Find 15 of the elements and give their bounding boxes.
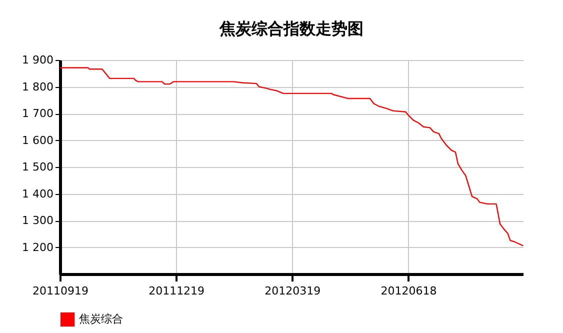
chart-title: 焦炭综合指数走势图 <box>218 19 364 38</box>
y-tick-label: 1 700 <box>22 107 54 120</box>
y-tick-label: 1 800 <box>22 80 54 94</box>
legend-label: 焦炭综合 <box>79 312 123 326</box>
line-series <box>59 67 524 246</box>
x-tick-label: 20120319 <box>264 284 321 298</box>
x-tick-label: 20120618 <box>380 284 437 298</box>
y-tick-label: 1 600 <box>22 134 54 147</box>
y-tick-label: 1 300 <box>22 214 54 227</box>
y-tick-label: 1 400 <box>22 187 54 200</box>
y-tick-label: 1 900 <box>22 54 54 66</box>
x-tick-label: 20111219 <box>148 284 205 298</box>
x-tick-label: 20110919 <box>32 284 88 298</box>
y-tick-label: 1 200 <box>22 240 54 254</box>
y-tick-label: 1 500 <box>22 160 54 174</box>
